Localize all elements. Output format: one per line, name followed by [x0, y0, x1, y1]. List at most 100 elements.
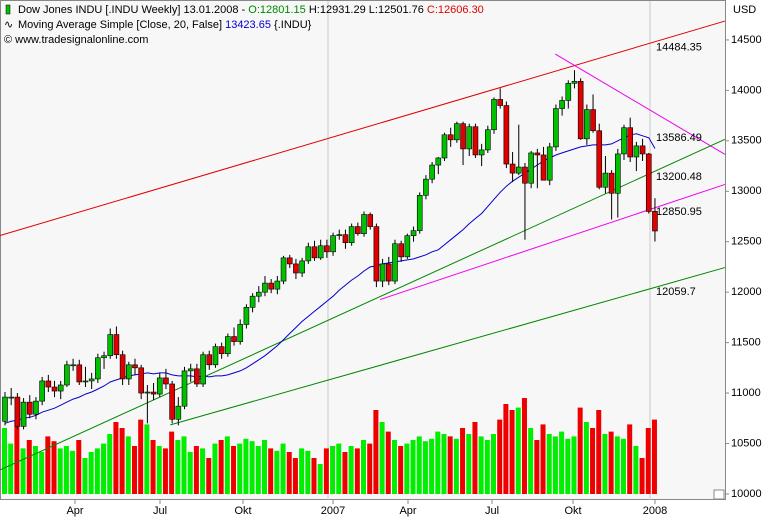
candle-body — [218, 346, 225, 355]
candle-body — [317, 245, 324, 259]
volume-bar — [305, 450, 311, 494]
volume-bar — [2, 428, 7, 494]
candle-body — [101, 355, 107, 359]
candle-body — [45, 380, 52, 388]
candle-body — [156, 377, 163, 395]
candle-body — [416, 195, 423, 231]
volume-bar — [32, 446, 38, 494]
candle-body — [305, 246, 312, 262]
volume-bar — [212, 443, 218, 494]
candle-body — [348, 226, 355, 244]
volume-bar — [627, 424, 633, 494]
volume-bar — [435, 431, 441, 494]
volume-bar — [63, 446, 69, 494]
volume-bar — [107, 434, 113, 494]
candle-body — [243, 307, 250, 325]
candle-body — [435, 157, 442, 166]
volume-bar — [590, 428, 596, 494]
candle-body — [540, 154, 547, 181]
trend-label: 12059.7 — [656, 286, 696, 298]
volume-bar — [348, 446, 354, 494]
candle-body — [392, 243, 398, 282]
candle-body — [255, 291, 262, 297]
legend: Dow Jones INDU [.INDU Weekly] 13.01.2008… — [4, 4, 484, 46]
candle-body — [8, 396, 14, 399]
volume-bar — [645, 428, 651, 494]
volume-bar — [361, 440, 367, 494]
volume-bar — [101, 443, 107, 494]
volume-bar — [218, 440, 224, 494]
volume-bar — [453, 438, 459, 494]
y-tick-label: 11500 — [731, 337, 761, 349]
y-tick-label: 10500 — [731, 437, 762, 449]
candle-body — [187, 368, 194, 372]
volume-bar — [354, 448, 360, 494]
volume-bar — [286, 452, 292, 494]
volume-bar — [181, 436, 187, 494]
candle-body — [410, 230, 417, 236]
candle-body — [454, 123, 460, 141]
candle-body — [336, 234, 343, 236]
volume-bar — [162, 448, 168, 494]
volume-bar — [404, 443, 410, 494]
volume-bar — [478, 436, 484, 494]
candle-body — [76, 364, 83, 383]
candle-body — [57, 384, 64, 392]
candle-body — [299, 260, 305, 274]
volume-bar — [391, 440, 397, 494]
candle-body — [633, 145, 640, 158]
candle-body — [447, 134, 454, 141]
candle-body — [175, 405, 182, 420]
candle-body — [534, 152, 541, 156]
candle-body — [14, 396, 21, 427]
volume-bar — [280, 443, 286, 494]
volume-bar — [150, 440, 156, 494]
candle-body — [286, 257, 293, 265]
legend-open: O:12801.15 — [248, 4, 306, 16]
volume-bar — [410, 440, 416, 494]
volume-bar — [546, 434, 552, 494]
y-tick-label: 14000 — [731, 84, 762, 96]
x-tick-label: Apr — [66, 505, 83, 517]
volume-bar — [379, 422, 385, 494]
volume-bar — [175, 440, 181, 494]
trend-line — [555, 53, 726, 155]
x-tick-label: Apr — [399, 505, 416, 517]
trend-line — [0, 138, 726, 471]
volume-bar — [608, 431, 614, 494]
candle-body — [64, 364, 70, 386]
candle-body — [577, 81, 584, 140]
candle-body — [441, 134, 448, 159]
volume-bar — [447, 436, 453, 494]
volume-bar — [57, 448, 63, 494]
candle-body — [181, 370, 188, 407]
volume-bar — [200, 448, 206, 494]
candle-body — [144, 391, 151, 394]
volume-bar — [540, 424, 546, 494]
candle-body — [113, 334, 120, 356]
volume-bar — [614, 436, 620, 494]
candle-body — [404, 235, 411, 258]
candle-body — [485, 129, 491, 151]
volume-bar — [70, 450, 76, 494]
candle-body — [373, 226, 380, 282]
volume-bar — [559, 431, 565, 494]
candle-body — [225, 336, 231, 355]
candle-body — [163, 377, 169, 385]
volume-bar — [94, 448, 100, 494]
resize-icon — [713, 489, 725, 500]
candle-body — [33, 400, 39, 415]
y-tick-label: 10000 — [731, 488, 762, 500]
candle-body — [311, 246, 318, 259]
candle-body — [107, 334, 114, 357]
legend-low: L:12501.76 — [369, 4, 424, 16]
volume-bar — [596, 410, 602, 494]
candle-body — [553, 108, 559, 148]
volume-bar — [39, 452, 45, 494]
candle-body — [460, 123, 466, 150]
volume-bar — [565, 438, 571, 494]
volume-bar — [583, 422, 589, 494]
candle-body — [398, 243, 404, 258]
volume-bar — [311, 458, 317, 494]
candle-body — [51, 386, 58, 392]
